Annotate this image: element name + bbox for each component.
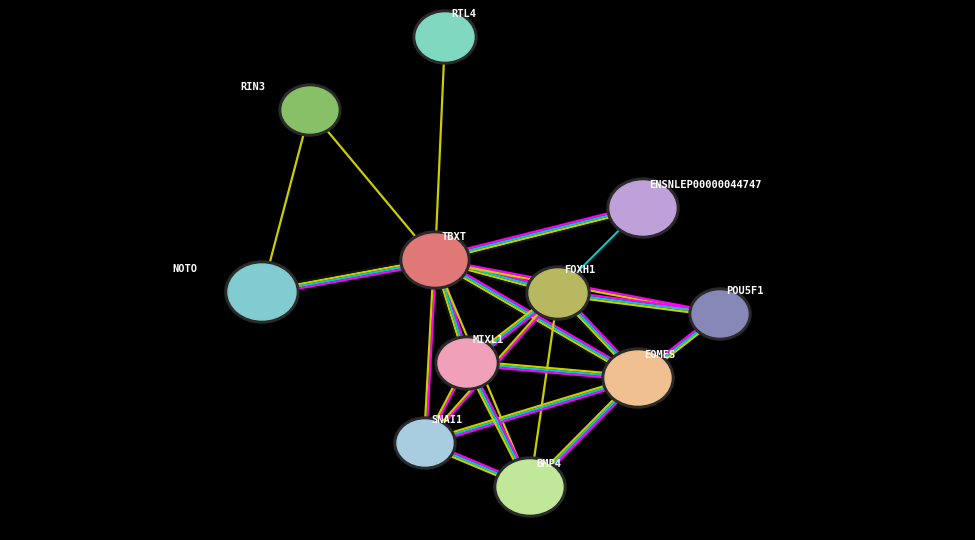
Text: MIXL1: MIXL1: [473, 335, 504, 345]
Ellipse shape: [413, 10, 477, 64]
Ellipse shape: [228, 264, 296, 320]
Ellipse shape: [497, 460, 563, 514]
Ellipse shape: [438, 339, 496, 387]
Ellipse shape: [403, 234, 467, 286]
Ellipse shape: [416, 13, 474, 61]
Text: ENSNLEP00000044747: ENSNLEP00000044747: [649, 180, 761, 190]
Ellipse shape: [610, 181, 676, 235]
Text: SNAI1: SNAI1: [431, 415, 462, 425]
Text: TBXT: TBXT: [441, 232, 466, 242]
Ellipse shape: [279, 84, 341, 136]
Text: RIN3: RIN3: [240, 82, 265, 92]
Ellipse shape: [605, 351, 671, 405]
Ellipse shape: [394, 417, 456, 469]
Ellipse shape: [607, 178, 679, 238]
Ellipse shape: [225, 261, 299, 323]
Text: FOXH1: FOXH1: [564, 265, 596, 275]
Ellipse shape: [282, 87, 338, 133]
Text: RTL4: RTL4: [451, 9, 476, 19]
Ellipse shape: [526, 266, 590, 320]
Ellipse shape: [529, 269, 587, 317]
Ellipse shape: [400, 231, 470, 289]
Ellipse shape: [602, 348, 674, 408]
Ellipse shape: [692, 291, 748, 337]
Ellipse shape: [494, 457, 566, 517]
Ellipse shape: [689, 288, 751, 340]
Text: BMP4: BMP4: [536, 459, 561, 469]
Ellipse shape: [397, 420, 453, 466]
Text: NOTO: NOTO: [172, 264, 197, 274]
Text: POU5F1: POU5F1: [726, 286, 763, 296]
Ellipse shape: [435, 336, 499, 390]
Text: EOMES: EOMES: [644, 350, 676, 360]
